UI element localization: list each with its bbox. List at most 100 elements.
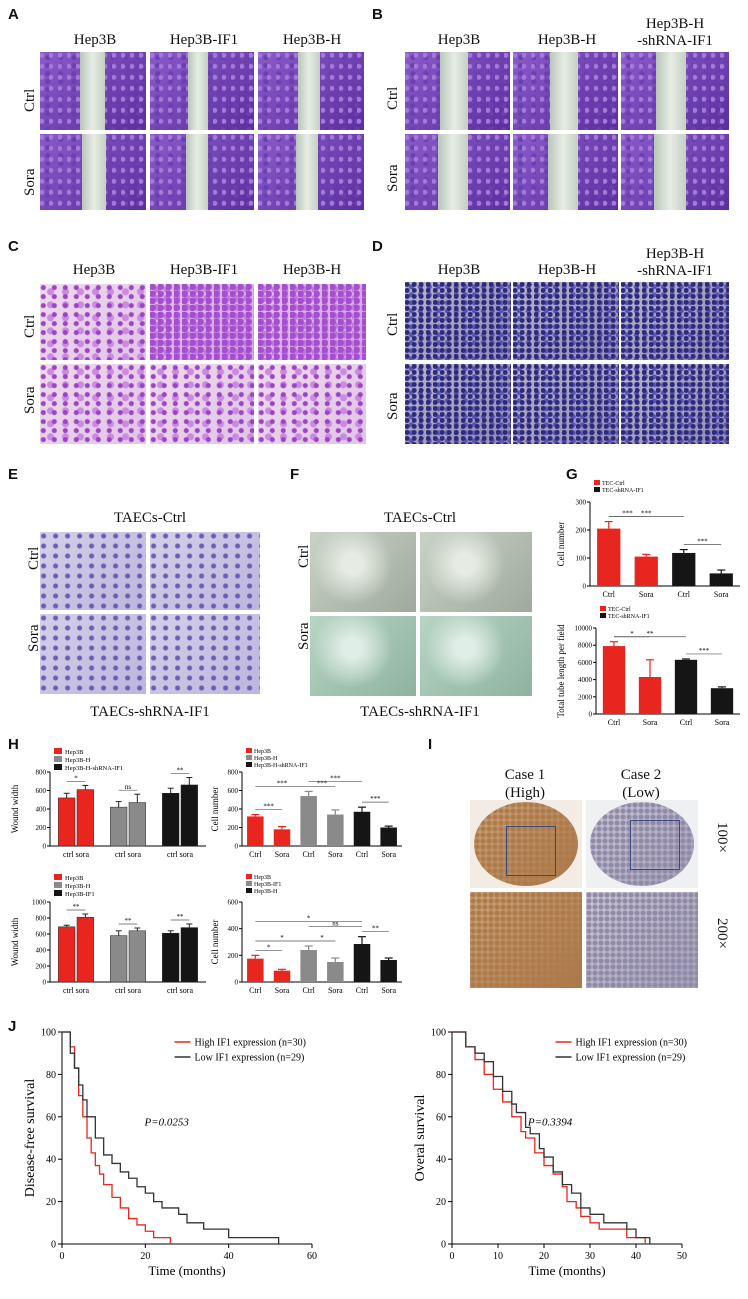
bar [327, 814, 344, 846]
micrograph-e-4 [150, 614, 260, 694]
micrograph-c-sora-1 [40, 364, 146, 444]
y-tick-label: 200 [36, 824, 47, 832]
wound-gap [654, 134, 686, 210]
ihc-case2-100x [586, 800, 698, 888]
wound-gap [186, 134, 208, 210]
bar [58, 926, 76, 983]
x-tick-label: 20 [140, 1251, 150, 1262]
x-tick-label: Ctrl [302, 986, 315, 995]
micrograph-f-4 [420, 616, 532, 696]
wound-gap [548, 134, 578, 210]
y-tick-label: 2000 [578, 693, 593, 701]
y-tick-label: 40 [46, 1155, 56, 1166]
micrograph-f-3 [310, 616, 416, 696]
legend-label: Hep3B [65, 749, 84, 756]
col-d-3: Hep3B-H -shRNA-IF1 [637, 246, 713, 279]
sig-label: *** [641, 510, 652, 518]
y-tick-label: 400 [36, 806, 47, 814]
ihc-case2-200x [586, 892, 698, 988]
x-tick-label: ctrl sora [115, 850, 141, 859]
y-tick-label: 6000 [578, 659, 593, 667]
y-tick-label: 200 [576, 527, 587, 535]
chart-g-tube-length: 0 2000 4000 6000 8000 10000 Total tube length … [556, 606, 740, 727]
p-value-annotation: P=0.0253 [144, 1116, 190, 1128]
bar [110, 806, 128, 847]
sig-label: * [307, 915, 311, 923]
y-tick-label: 400 [228, 806, 239, 814]
panel-label-b: B [372, 6, 383, 23]
legend-label: Hep3B-H [65, 757, 91, 764]
y-tick-label: 60 [46, 1112, 56, 1123]
panel-label-a: A [8, 6, 19, 23]
y-tick-label: 40 [436, 1155, 446, 1166]
sig-label: *** [622, 510, 633, 518]
panel-label-g: G [566, 466, 578, 483]
legend-label: Low IF1 expression (n=29) [576, 1053, 686, 1064]
sig-label: ns [125, 783, 132, 791]
x-axis-label: Time (months) [148, 1263, 225, 1278]
y-axis-label: Cell number [556, 522, 566, 567]
x-tick-label: 20 [539, 1251, 549, 1262]
micrograph-c-ctrl-2 [150, 284, 254, 360]
micrograph-d-sora-3 [621, 364, 729, 444]
y-tick-label: 600 [228, 787, 239, 795]
bar [110, 935, 128, 983]
chart-j-overall-survival: 0 20 40 60 80 100 0 10 20 30 40 50 Time (months) Over… [413, 1028, 687, 1279]
sig-label: ** [177, 913, 185, 921]
legend-label: Low IF1 expression (n=29) [195, 1053, 305, 1064]
panel-label-d: D [372, 238, 383, 255]
x-tick-label: Ctrl [302, 850, 315, 859]
x-tick-label: Sora [328, 850, 343, 859]
x-tick-label: Sora [328, 986, 343, 995]
sig-label: ** [73, 903, 81, 911]
x-tick-label: 40 [631, 1251, 641, 1262]
sig-label: ** [647, 630, 655, 638]
y-tick-label: 600 [36, 931, 47, 939]
e-top-label: TAECs-Ctrl [113, 510, 187, 526]
chart-h-cell-number-2: 0 200 400 600 Cell number Ctrl Sora Ctrl Sora Ctr… [210, 874, 402, 995]
y-tick-label: 600 [228, 899, 239, 907]
bar [710, 688, 734, 714]
bar [709, 573, 733, 586]
sig-label: ns [332, 920, 339, 928]
legend-label: TEC-Ctrl [602, 481, 625, 487]
x-tick-label: Ctrl [678, 590, 691, 599]
legend-swatch [54, 882, 62, 888]
legend-label: High IF1 expression (n=30) [576, 1038, 687, 1049]
y-tick-label: 800 [36, 915, 47, 923]
y-tick-label: 1000 [32, 899, 47, 907]
chart-h-wound-width-2: 0 200 400 600 800 1000 Wound width ** ctrl sora *… [10, 874, 206, 995]
x-tick-label: Ctrl [356, 850, 369, 859]
legend-swatch [246, 748, 252, 753]
row-b-sora: Sora [385, 164, 401, 193]
micrograph-c-sora-3 [258, 364, 366, 444]
legend-swatch [594, 487, 600, 492]
x-tick-label: ctrl sora [167, 986, 193, 995]
col-a-3: Hep3B-H [282, 32, 342, 48]
micrograph-e-3 [40, 614, 146, 694]
legend-label: TEC-Ctrl [608, 607, 631, 613]
legend-swatch [600, 613, 606, 618]
micrograph-c-sora-2 [150, 364, 254, 444]
bar [602, 646, 626, 714]
x-tick-label: 10 [493, 1251, 503, 1262]
legend-swatch [594, 480, 600, 485]
ihc-case1-100x [470, 800, 582, 888]
legend-label: TEC-shRNA-IF1 [608, 614, 650, 620]
panel-label-j: J [8, 1018, 17, 1035]
bar [128, 930, 146, 983]
bar [58, 797, 76, 847]
sig-label: ** [125, 917, 133, 925]
x-tick-label: ctrl sora [167, 850, 193, 859]
y-tick-label: 800 [36, 769, 47, 777]
row-c-ctrl: Ctrl [22, 314, 38, 338]
micrograph-d-sora-1 [405, 364, 511, 444]
x-tick-label: 30 [585, 1251, 595, 1262]
survival-curve [62, 1031, 280, 1244]
y-tick-label: 4000 [578, 676, 593, 684]
bar [380, 960, 397, 982]
sig-label: * [280, 934, 284, 942]
y-tick-label: 100 [431, 1028, 446, 1039]
chart-h-cell-number-1: 0 200 400 600 800 Cell number Ctrl Sora Ctrl Sora… [210, 748, 402, 859]
bar [247, 958, 264, 982]
